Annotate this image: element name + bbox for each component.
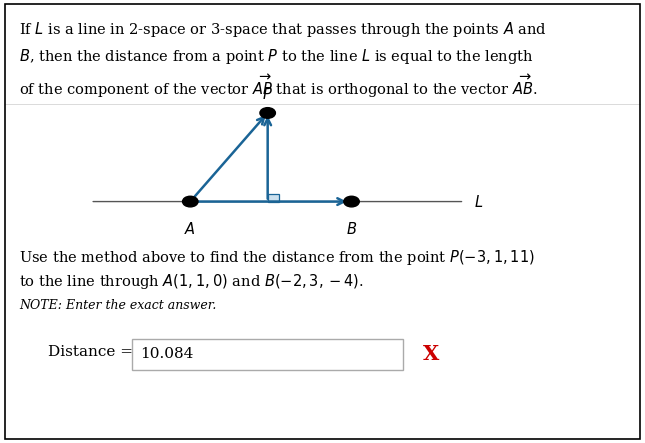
Bar [132,339,403,370]
Text: If $L$ is a line in 2-space or 3-space that passes through the points $A$ and: If $L$ is a line in 2-space or 3-space t… [19,20,547,39]
Text: X: X [422,344,439,365]
Text: $P$: $P$ [263,86,273,102]
Text: $L$: $L$ [474,194,483,210]
Text: $B$, then the distance from a point $P$ to the line $L$ is equal to the length: $B$, then the distance from a point $P$ … [19,47,534,66]
Circle shape [183,196,198,207]
Text: of the component of the vector $\overrightarrow{AP}$ that is orthogonal to the v: of the component of the vector $\overrig… [19,73,538,100]
Text: to the line through $A(1, 1, 0)$ and $B(-2, 3, -4)$.: to the line through $A(1, 1, 0)$ and $B(… [19,272,364,291]
Text: Distance =: Distance = [48,345,134,359]
Text: $B$: $B$ [346,222,357,237]
Circle shape [344,196,359,207]
Text: NOTE: Enter the exact answer.: NOTE: Enter the exact answer. [19,299,217,312]
Text: $A$: $A$ [184,222,196,237]
Circle shape [260,108,275,118]
Text: Use the method above to find the distance from the point $P(-3, 1, 11)$: Use the method above to find the distanc… [19,248,535,267]
Bar [268,194,279,202]
Text: 10.084: 10.084 [140,347,194,361]
